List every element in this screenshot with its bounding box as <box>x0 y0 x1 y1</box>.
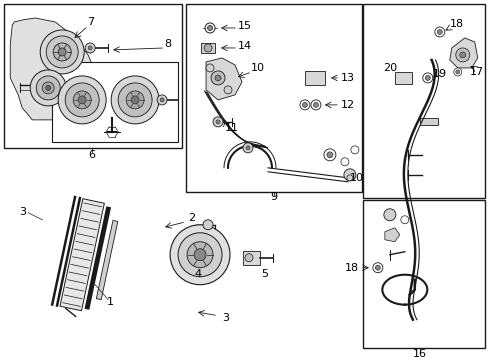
Text: 8: 8 <box>164 39 171 49</box>
Circle shape <box>375 265 380 270</box>
Circle shape <box>299 100 309 110</box>
Circle shape <box>350 146 358 154</box>
Circle shape <box>422 73 432 83</box>
Circle shape <box>245 146 249 150</box>
Polygon shape <box>384 228 399 242</box>
Polygon shape <box>362 200 484 348</box>
Circle shape <box>131 96 139 104</box>
Text: 6: 6 <box>88 150 96 160</box>
Circle shape <box>455 70 459 74</box>
Polygon shape <box>394 72 411 84</box>
Circle shape <box>53 43 71 61</box>
Text: 1: 1 <box>106 297 113 307</box>
Text: 19: 19 <box>432 69 446 79</box>
Polygon shape <box>362 4 484 198</box>
Circle shape <box>323 149 335 161</box>
Circle shape <box>207 26 212 31</box>
Circle shape <box>36 76 60 100</box>
Circle shape <box>45 85 51 90</box>
Circle shape <box>400 216 408 224</box>
Circle shape <box>346 175 352 181</box>
Circle shape <box>425 76 429 80</box>
Circle shape <box>126 91 144 109</box>
Circle shape <box>194 249 205 261</box>
Circle shape <box>213 117 223 127</box>
Polygon shape <box>419 118 437 125</box>
Circle shape <box>178 233 222 277</box>
Text: 10: 10 <box>250 63 264 73</box>
Circle shape <box>58 76 106 124</box>
Circle shape <box>204 23 215 33</box>
Polygon shape <box>449 38 477 68</box>
Text: 18: 18 <box>449 19 463 29</box>
Circle shape <box>65 83 99 117</box>
Circle shape <box>73 91 91 109</box>
Text: 9: 9 <box>270 192 277 202</box>
Circle shape <box>244 254 252 262</box>
Polygon shape <box>4 4 182 148</box>
Circle shape <box>215 75 221 81</box>
Polygon shape <box>185 4 361 192</box>
Text: 3: 3 <box>222 313 229 323</box>
Polygon shape <box>201 43 215 53</box>
Text: 17: 17 <box>469 67 483 77</box>
Circle shape <box>88 46 92 50</box>
Text: 5: 5 <box>261 269 268 279</box>
Circle shape <box>170 225 229 285</box>
Circle shape <box>203 220 213 230</box>
Polygon shape <box>52 62 178 142</box>
Text: 11: 11 <box>224 123 239 133</box>
Text: 18: 18 <box>344 263 358 273</box>
Circle shape <box>58 48 66 56</box>
Circle shape <box>205 64 214 72</box>
Polygon shape <box>305 71 324 85</box>
Circle shape <box>118 83 152 117</box>
Circle shape <box>383 209 395 221</box>
Circle shape <box>340 158 348 166</box>
Text: 16: 16 <box>412 348 426 359</box>
Circle shape <box>216 120 220 124</box>
Circle shape <box>453 68 461 76</box>
Circle shape <box>313 102 318 107</box>
Circle shape <box>187 242 213 268</box>
Text: 15: 15 <box>238 21 251 31</box>
Circle shape <box>160 98 164 102</box>
Text: 20: 20 <box>382 63 396 73</box>
Circle shape <box>40 30 84 74</box>
Text: 7: 7 <box>86 17 94 27</box>
Text: 13: 13 <box>340 73 354 83</box>
Polygon shape <box>243 251 260 265</box>
Circle shape <box>310 100 320 110</box>
Text: 3: 3 <box>19 207 26 217</box>
Circle shape <box>78 96 86 104</box>
Text: 12: 12 <box>340 100 354 110</box>
Circle shape <box>30 70 66 106</box>
Circle shape <box>326 152 332 158</box>
Circle shape <box>302 102 307 107</box>
Circle shape <box>46 36 78 68</box>
Circle shape <box>157 95 167 105</box>
Circle shape <box>243 143 252 153</box>
Circle shape <box>211 71 224 85</box>
Circle shape <box>343 169 355 181</box>
Circle shape <box>434 27 444 37</box>
Circle shape <box>224 86 231 94</box>
Polygon shape <box>10 18 95 120</box>
Polygon shape <box>60 199 104 311</box>
Circle shape <box>203 44 212 52</box>
Circle shape <box>372 263 382 273</box>
Circle shape <box>85 43 95 53</box>
Text: 10: 10 <box>349 173 363 183</box>
Circle shape <box>436 30 441 35</box>
Circle shape <box>455 48 469 62</box>
Polygon shape <box>96 220 118 300</box>
Circle shape <box>459 52 465 58</box>
Polygon shape <box>205 58 242 100</box>
Text: 2: 2 <box>188 213 195 223</box>
Circle shape <box>111 76 159 124</box>
Circle shape <box>42 82 54 94</box>
Text: 14: 14 <box>238 41 251 51</box>
Text: 4: 4 <box>194 269 201 279</box>
